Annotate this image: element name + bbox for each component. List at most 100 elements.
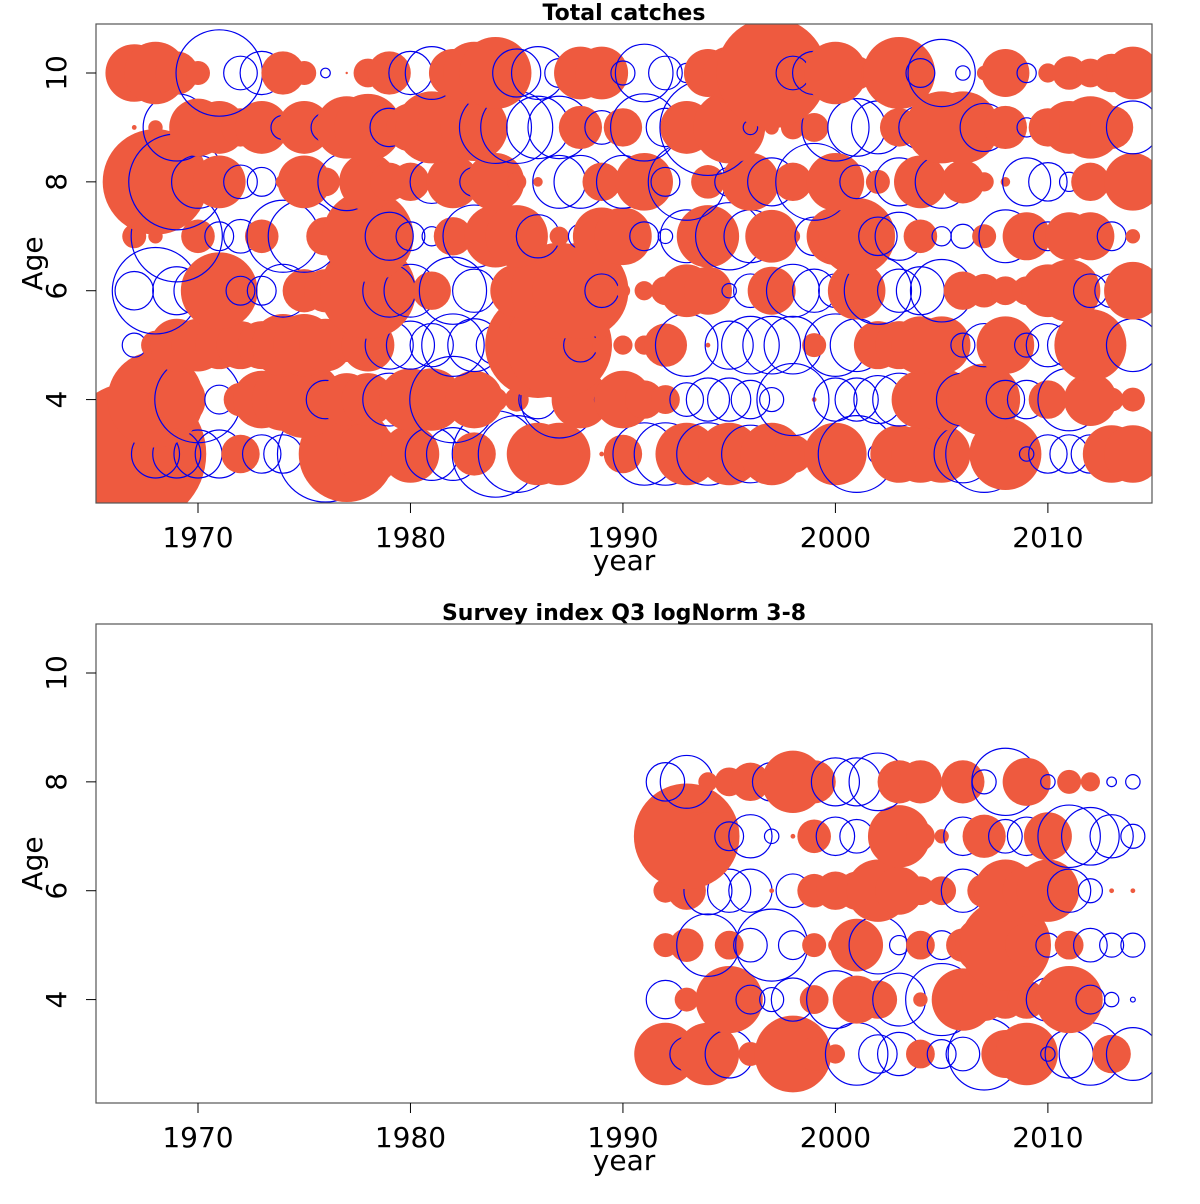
bubble-positive-5-2009 [1005, 923, 1049, 967]
bubble-positive-3-2000 [825, 1044, 846, 1064]
bubble-positive-5-1989 [592, 335, 612, 355]
bubble-positive-9-1968 [148, 120, 163, 135]
bubble-negative-4-1998 [756, 362, 830, 437]
bubble-positive-5-1999 [802, 333, 827, 358]
bubble-negative-6-2012 [1077, 878, 1103, 904]
y-tick-label: 10 [40, 55, 73, 91]
x-tick-label: 1990 [587, 521, 658, 554]
y-axis-label: Age [16, 836, 49, 890]
bubble-negative-4-1995 [706, 377, 752, 422]
bubble-positive-4-2007 [948, 363, 1021, 436]
y-axis-label: Age [16, 236, 49, 290]
bubble-negative-4-1996 [735, 984, 766, 1015]
bubble-positive-7-1990 [594, 207, 652, 266]
bubble-positive-6-1990 [615, 283, 631, 298]
bubble-positive-3-2009 [995, 1022, 1058, 1086]
bubble-positive-6-1994 [683, 266, 732, 315]
bubble-negative-4-2001 [834, 377, 879, 422]
bubble-negative-4-2000 [813, 377, 858, 422]
bubble-positive-5-1994 [705, 342, 711, 348]
bubble-positive-7-2004 [903, 219, 938, 254]
x-tick-label: 2000 [800, 1121, 871, 1154]
bubble-positive-10-1989 [575, 46, 629, 100]
x-tick-label: 1990 [587, 1121, 658, 1154]
bubble-positive-8-1998 [773, 162, 813, 202]
bubble-positive-4-1995 [695, 965, 763, 1034]
bubble-negative-5-1995 [704, 320, 754, 370]
bubble-negative-10-2009 [1016, 62, 1037, 84]
bubble-negative-6-1995 [721, 282, 737, 299]
bubble-positive-8-2011 [1057, 769, 1082, 794]
bubble-positive-9-1983 [440, 93, 508, 162]
bubble-positive-3-2005 [912, 425, 971, 483]
bubble-positive-5-1993 [669, 928, 704, 962]
bubble-negative-7-2008 [987, 818, 1023, 854]
bubble-negative-7-2013 [1089, 814, 1134, 859]
bubble-positive-3-1978 [336, 422, 400, 486]
bubble-positive-9-2008 [983, 105, 1027, 150]
bubble-positive-10-1977 [345, 71, 348, 75]
bubble-positive-3-1987 [527, 422, 591, 486]
bubble-positive-3-1998 [773, 434, 813, 474]
bubble-positive-8-2002 [865, 169, 890, 194]
bubble-positive-8-1984 [466, 153, 525, 211]
plot-frame [95, 23, 1153, 504]
bubble-positive-8-2006 [941, 760, 985, 804]
x-tick-label: 2000 [800, 521, 871, 554]
bubble-negative-4-1994 [685, 377, 731, 422]
bubble-positive-10-1974 [261, 51, 305, 95]
bubble-negative-7-2014 [1120, 823, 1146, 849]
bubble-negative-7-1995 [714, 821, 745, 852]
bubble-positive-7-1998 [785, 229, 801, 244]
bubble-negative-4-2008 [985, 379, 1026, 420]
bubble-positive-9-2006 [926, 91, 999, 164]
bubble-negative-10-1972 [223, 55, 258, 91]
bubble-positive-4-2004 [913, 992, 928, 1007]
bubble-positive-6-2008 [990, 276, 1020, 306]
bubble-positive-7-2010 [1023, 812, 1072, 861]
bubble-negative-3-2010 [1040, 1046, 1056, 1062]
bubble-positive-9-1990 [603, 108, 643, 147]
bubble-negative-7-2000 [815, 816, 856, 857]
y-tick-label: 10 [40, 655, 73, 691]
bubble-negative-8-2009 [1002, 157, 1052, 207]
bubble-positive-5-2012 [1054, 309, 1127, 382]
bubble-positive-6-2014 [1130, 888, 1136, 894]
bubble-positive-8-2008 [1000, 177, 1011, 187]
bubble-positive-7-1987 [549, 226, 569, 246]
bubble-positive-7-1997 [745, 209, 799, 263]
bubble-negative-6-1982 [418, 256, 488, 325]
bubble-negative-7-1971 [204, 221, 235, 252]
bubble-positive-6-2001 [827, 261, 886, 320]
survey-index-panel: Survey index Q3 logNorm 3-8 1970 1980 1990 2… [16, 601, 1153, 1177]
bubble-negative-5-2009 [1014, 332, 1040, 358]
bubble-negative-6-1998 [765, 263, 820, 318]
bubble-positive-10-2008 [981, 48, 1030, 97]
bubble-positive-7-1994 [676, 205, 740, 268]
bubble-positive-5-2011 [1054, 930, 1084, 960]
bubble-positive-8-2012 [1071, 162, 1110, 202]
bubble-positive-9-1973 [235, 101, 289, 154]
bubble-positive-8-2004 [894, 155, 947, 209]
bubble-positive-5-2013 [1097, 330, 1127, 360]
bubble-positive-10-1970 [185, 60, 210, 85]
bubble-positive-6-1981 [412, 271, 451, 310]
bubble-positive-6-2014 [1104, 261, 1152, 320]
bubble-negative-6-1967 [114, 270, 155, 311]
bubble-positive-5-1992 [643, 323, 688, 367]
bubble-positive-4-1981 [400, 368, 463, 431]
bubble-negative-8-1992 [650, 166, 681, 197]
bubble-positive-8-2006 [941, 160, 985, 204]
bubble-negative-8-2010 [1028, 162, 1068, 202]
bubble-positive-8-1994 [698, 772, 718, 792]
bubble-positive-8-2004 [898, 760, 943, 804]
bubble-positive-4-2011 [1035, 965, 1103, 1034]
chart-title: Total catches [543, 1, 706, 26]
bubble-positive-5-2005 [912, 316, 971, 374]
bubble-positive-9-2013 [1090, 105, 1134, 150]
bubble-positive-7-2014 [1125, 229, 1141, 244]
bubble-negative-3-2014 [1105, 1027, 1152, 1082]
bubble-positive-6-1988 [532, 242, 629, 339]
bubble-positive-8-2009 [1002, 757, 1051, 806]
